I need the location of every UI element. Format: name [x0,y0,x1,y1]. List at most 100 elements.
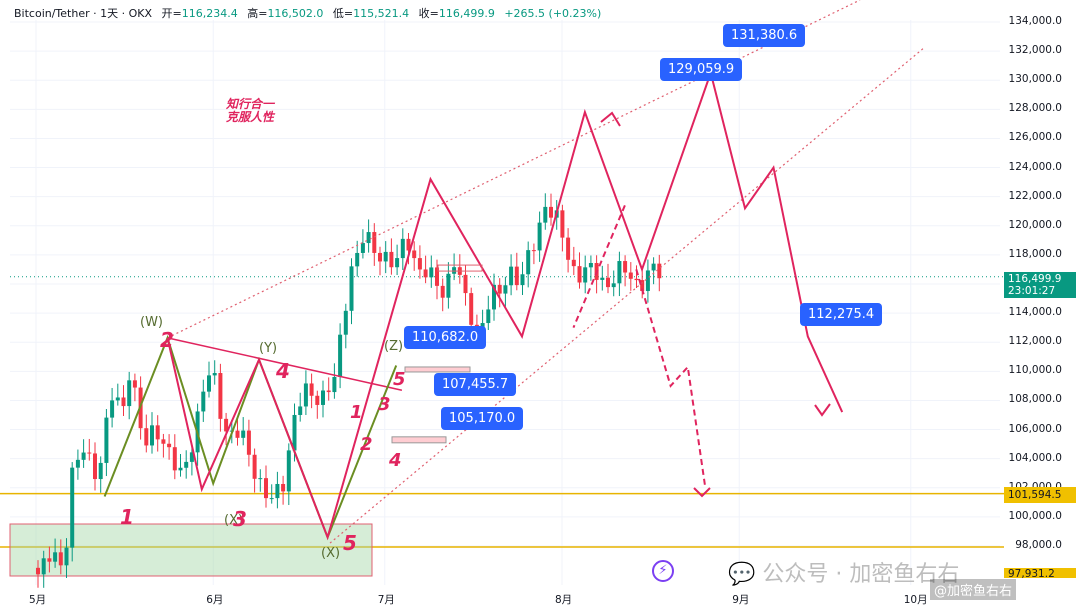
indicator-icon[interactable]: ⚡ [652,560,674,582]
y-tick-label: 126,000.0 [1008,131,1062,144]
x-tick-label: 8月 [555,594,573,606]
projection-path [166,69,844,541]
y-tick-label: 128,000.0 [1008,102,1062,115]
candle-body [395,258,400,268]
candle-body [440,285,445,298]
subwave-5: 5 [393,369,406,390]
candle-body [372,232,377,253]
grid-lines [0,20,1004,585]
y-tick-label: 106,000.0 [1008,422,1062,435]
y-tick-label: 108,000.0 [1008,393,1062,406]
candle-body [298,406,303,415]
motto-line-1: 知行合一 [226,97,275,111]
candle-body [503,285,508,294]
candle-body [178,467,183,471]
last-price-value: 116,499.9 [1008,273,1062,285]
subwave-1: 1 [350,402,363,423]
candle-body [640,280,645,292]
motto-annotation: 知行合一 克服人性 [226,98,274,124]
wxy-path [103,334,398,541]
candle-body [93,453,97,480]
candle-body [531,250,536,252]
y-tick-label: 114,000.0 [1008,306,1062,319]
wave-y: (Y) [259,341,277,356]
candle-body [218,373,223,419]
candle-body [366,232,371,244]
candle-body [110,400,115,418]
gold-level-label-2: 97,931.2 [1004,568,1076,578]
candle-body [161,439,166,444]
candle-body [509,266,514,286]
candle-body [326,390,331,393]
high-label: 高= [247,7,268,20]
candle-body [657,263,662,279]
arrowhead-main [814,403,831,417]
candle-body [132,380,137,388]
callout-131380: 131,380.6 [723,24,806,47]
candle-body [332,376,337,393]
candle-body [566,237,571,260]
subwave-4: 4 [388,450,402,471]
candle-body [514,266,519,286]
high-value: 116,502.0 [267,7,324,20]
candle-body [429,267,434,278]
candle-body [383,251,388,262]
wave-5: 5 [343,531,357,555]
candle-body [303,383,308,407]
candle-body [423,269,428,278]
candle-body [286,450,291,492]
y-tick-label: 134,000.0 [1008,15,1062,27]
candle-body [269,498,274,500]
callout-112275: 112,275.4 [800,303,883,326]
open-value: 116,234.4 [181,7,238,20]
candle-body [577,266,582,283]
low-value: 115,521.4 [353,7,410,20]
candle-body [600,277,605,280]
candle-body [75,459,80,468]
y-tick-label: 98,000.0 [1015,539,1062,551]
candle-body [651,263,656,271]
y-tick-label: 124,000.0 [1008,160,1062,173]
close-value: 116,499.9 [438,7,495,20]
close-label: 收= [418,7,439,20]
candle-body [98,462,103,480]
y-tick-label: 130,000.0 [1008,73,1062,86]
wave-x1: (X) [224,513,243,528]
bar-countdown: 23:01:27 [1008,285,1056,297]
candle-body [560,210,565,238]
candle-body [645,270,650,292]
candle-body [275,483,280,499]
x-tick-label: 9月 [732,594,750,606]
candle-body [47,558,52,562]
y-tick-label: 100,000.0 [1008,509,1062,522]
candle-body [611,283,616,288]
candle-body [406,238,411,251]
wave-2: 2 [160,328,174,352]
callout-107455: 107,455.7 [434,373,517,396]
candle-body [144,428,149,446]
wave-overlays [103,0,926,544]
y-tick-label: 122,000.0 [1008,189,1062,202]
candle-body [167,443,172,448]
candle-body [452,267,457,274]
y-tick-label: 104,000.0 [1008,451,1062,464]
candle-body [127,380,132,407]
candle-body [588,262,593,268]
candle-body [617,261,622,284]
chart-header: Bitcoin/Tether · 1天 · OKX 开=116,234.4 高=… [14,5,601,21]
callout-129059: 129,059.9 [660,58,743,81]
candle-body [537,222,542,251]
candle-body [292,414,297,451]
candle-body [400,238,405,259]
x-tick-label: 5月 [29,594,47,606]
wave-4: 4 [275,359,290,383]
x-tick-label: 10月 [903,594,928,606]
channel-lower [329,46,926,544]
candle-body [36,567,40,575]
candle-body [463,274,468,294]
candle-body [321,390,325,405]
y-tick-label: 120,000.0 [1008,218,1062,231]
candle-body [355,252,360,267]
motto-line-2: 克服人性 [226,110,275,124]
